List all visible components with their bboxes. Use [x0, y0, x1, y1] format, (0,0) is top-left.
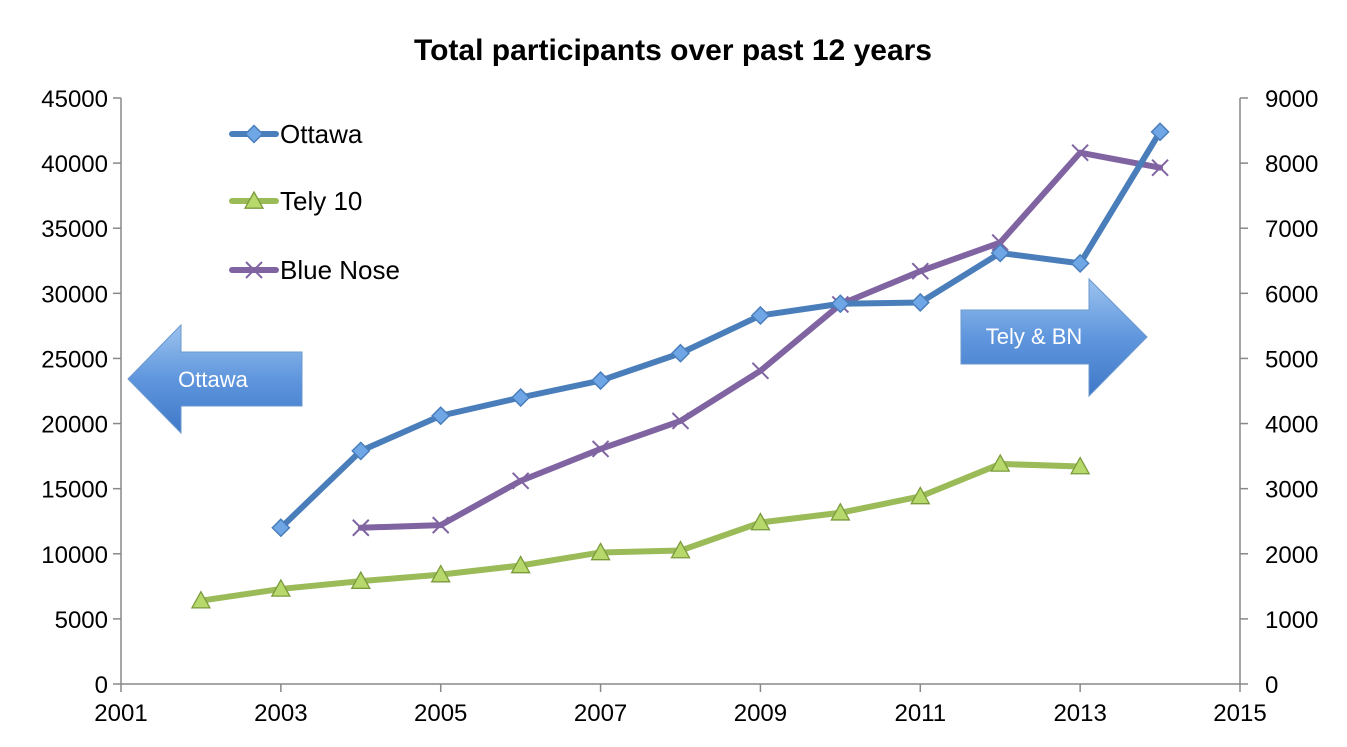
left-y-tick-label: 40000	[41, 151, 108, 178]
blue-nose-point	[911, 262, 929, 280]
ottawa-point	[670, 343, 691, 363]
ottawa-point	[750, 305, 770, 326]
right-y-tick-label: 5000	[1265, 346, 1318, 373]
blue-nose-point	[591, 440, 610, 458]
tely-10-point	[590, 542, 611, 561]
legend-label-tely-10: Tely 10	[280, 186, 362, 216]
left-y-tick-label: 45000	[41, 86, 108, 113]
tely-bn-arrow-label: Tely & BN	[986, 324, 1083, 349]
series-tely-10	[190, 453, 1091, 609]
tely-10-point	[670, 540, 691, 559]
blue-nose-point	[511, 472, 530, 490]
tely-10-point	[910, 486, 931, 505]
x-tick-label: 2013	[1053, 700, 1106, 727]
right-y-tick-label: 8000	[1265, 151, 1318, 178]
ottawa-arrow: Ottawa	[127, 323, 303, 435]
series-ottawa	[271, 122, 1170, 538]
right-y-tick-label: 4000	[1265, 412, 1318, 439]
tely-10-point	[830, 502, 851, 521]
right-y-tick-label: 9000	[1265, 86, 1318, 113]
tely-10-point	[430, 564, 451, 583]
ottawa-point	[830, 294, 850, 314]
left-y-tick-label: 25000	[41, 346, 108, 373]
left-y-tick-label: 35000	[41, 216, 108, 243]
ottawa-point	[511, 387, 531, 408]
blue-nose-point	[751, 362, 770, 380]
left-y-tick-label: 0	[95, 672, 108, 699]
legend-label-blue-nose: Blue Nose	[280, 255, 400, 285]
tely-10-line	[197, 460, 1084, 604]
ottawa-point	[431, 406, 451, 426]
x-tick-label: 2001	[94, 700, 147, 727]
left-y-tick-label: 20000	[41, 412, 108, 439]
legend: Ottawa Tely 10 Blue Nose	[229, 119, 400, 285]
left-y-tick-label: 10000	[41, 542, 108, 569]
tely-10-point	[270, 578, 291, 597]
x-tick-label: 2015	[1213, 700, 1266, 727]
axes: 0500010000150002000025000300003500040000…	[41, 86, 1318, 727]
x-tick-label: 2005	[414, 700, 467, 727]
right-y-tick-label: 6000	[1265, 281, 1318, 308]
legend-item-tely-10: Tely 10	[229, 186, 362, 216]
left-y-tick-label: 15000	[41, 477, 108, 504]
x-tick-label: 2003	[254, 700, 307, 727]
tely-10-point	[1070, 456, 1091, 475]
blue-nose-point	[991, 233, 1009, 252]
legend-marker-tely-10	[243, 190, 265, 209]
ottawa-line	[277, 128, 1164, 531]
ottawa-arrow-label: Ottawa	[178, 367, 248, 392]
tely-10-point	[750, 512, 771, 531]
right-y-tick-label: 3000	[1265, 477, 1318, 504]
ottawa-point	[1070, 253, 1090, 273]
blue-nose-point	[1071, 143, 1089, 162]
blue-nose-point	[352, 519, 370, 537]
blue-nose-point	[1151, 158, 1169, 177]
legend-item-blue-nose: Blue Nose	[229, 255, 400, 285]
tely-10-point	[510, 555, 531, 574]
ottawa-point	[271, 518, 291, 538]
tely-10-point	[350, 570, 371, 589]
x-tick-label: 2009	[734, 700, 787, 727]
ottawa-point	[591, 371, 611, 391]
x-tick-label: 2011	[894, 700, 946, 727]
blue-nose-point	[671, 412, 690, 430]
legend-marker-ottawa	[244, 124, 264, 144]
ottawa-point	[1150, 122, 1170, 142]
ottawa-point	[351, 441, 371, 461]
legend-label-ottawa: Ottawa	[280, 119, 363, 149]
tely-10-point	[190, 590, 212, 609]
chart-title: Total participants over past 12 years	[414, 34, 932, 67]
right-y-tick-label: 2000	[1265, 542, 1318, 569]
ottawa-point	[910, 292, 930, 313]
series-blue-nose	[352, 143, 1169, 537]
left-y-tick-label: 30000	[41, 281, 108, 308]
legend-item-ottawa: Ottawa	[229, 119, 363, 149]
blue-nose-point	[432, 516, 450, 534]
ottawa-point	[990, 243, 1010, 263]
legend-marker-blue-nose	[245, 261, 263, 279]
right-y-tick-label: 7000	[1265, 216, 1318, 243]
right-y-tick-label: 1000	[1265, 607, 1318, 634]
series-layer	[190, 122, 1170, 609]
tely-bn-arrow: Tely & BN	[960, 277, 1148, 398]
x-tick-label: 2007	[574, 700, 627, 727]
tely-10-point	[990, 453, 1011, 472]
left-y-tick-label: 5000	[55, 607, 108, 634]
right-y-tick-label: 0	[1265, 672, 1278, 699]
annotation-arrows: Ottawa Tely & BN	[127, 277, 1148, 435]
